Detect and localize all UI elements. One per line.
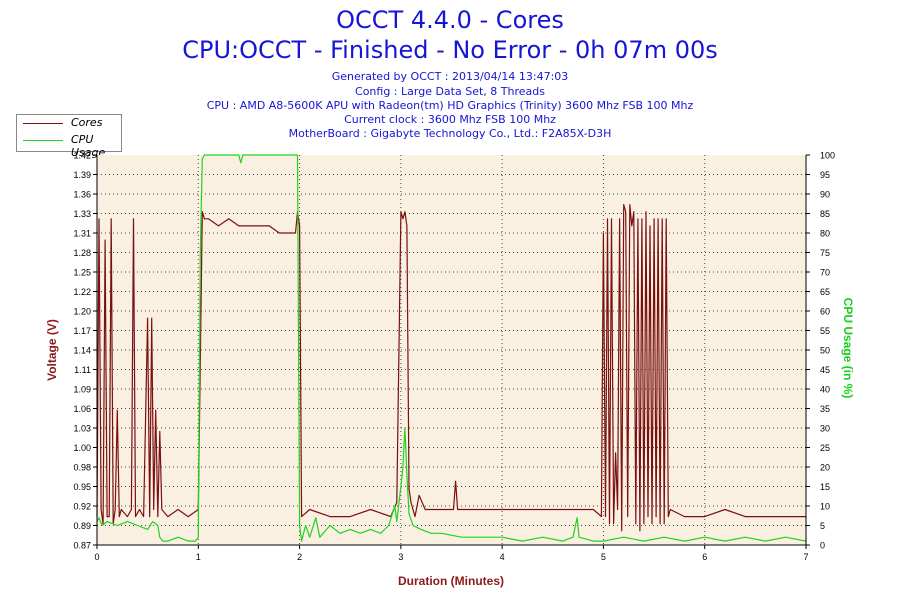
y2-tick-label: 15 [820, 482, 830, 492]
x-tick-label: 3 [398, 552, 403, 562]
y2-tick-label: 5 [820, 521, 825, 531]
y2-tick-label: 30 [820, 424, 830, 434]
plot-background [97, 155, 806, 545]
y2-axis-label: CPU Usage (in %) [841, 298, 855, 399]
chart-subtitle: CPU:OCCT - Finished - No Error - 0h 07m … [182, 36, 718, 64]
y2-tick-label: 50 [820, 346, 830, 356]
series-line-cpu-usage [96, 154, 807, 542]
legend-item-cores: Cores [17, 115, 121, 132]
y-tick-label: 0.98 [73, 463, 91, 473]
legend-swatch-cpu-usage [23, 140, 63, 141]
chart-title: OCCT 4.4.0 - Cores [336, 6, 564, 34]
y2-tick-label: 65 [820, 287, 830, 297]
y2-tick-label: 75 [820, 248, 830, 258]
y-tick-label: 1.39 [73, 170, 91, 180]
info-clock: Current clock : 3600 Mhz FSB 100 Mhz [344, 113, 556, 126]
y-tick-label: 1.25 [73, 268, 91, 278]
y2-tick-label: 60 [820, 307, 830, 317]
y2-tick-label: 40 [820, 385, 830, 395]
x-tick-label: 2 [297, 552, 302, 562]
x-tick-label: 6 [702, 552, 707, 562]
x-tick-label: 0 [94, 552, 99, 562]
y2-tick-label: 85 [820, 209, 830, 219]
x-axis-label: Duration (Minutes) [398, 574, 504, 588]
y2-tick-label: 70 [820, 268, 830, 278]
y-tick-label: 1.06 [73, 404, 91, 414]
y-tick-label: 0.89 [73, 521, 91, 531]
y-tick-label: 1.31 [73, 229, 91, 239]
info-motherboard: MotherBoard : Gigabyte Technology Co., L… [288, 127, 612, 140]
y-tick-label: 0.95 [73, 482, 91, 492]
y2-tick-label: 10 [820, 502, 830, 512]
y-tick-label: 1.36 [73, 190, 91, 200]
y-tick-label: 1.22 [73, 287, 91, 297]
y2-tick-label: 100 [820, 151, 835, 161]
legend-label-cores: Cores [71, 116, 103, 129]
info-config: Config : Large Data Set, 8 Threads [355, 85, 545, 98]
y2-tick-label: 35 [820, 404, 830, 414]
x-tick-label: 7 [803, 552, 808, 562]
y-tick-label: 1.03 [73, 424, 91, 434]
series-line-cores [96, 204, 806, 532]
y-tick-label: 0.87 [73, 541, 91, 551]
x-tick-label: 4 [500, 552, 505, 562]
legend-swatch-cores [23, 123, 63, 124]
y2-tick-label: 0 [820, 541, 825, 551]
x-tick-label: 1 [196, 552, 201, 562]
chart-legend: Cores CPU Usage [16, 114, 122, 159]
x-tick-label: 5 [601, 552, 606, 562]
y2-tick-label: 95 [820, 170, 830, 180]
y2-tick-label: 80 [820, 229, 830, 239]
y-tick-label: 1.33 [73, 209, 91, 219]
y-tick-label: 1.09 [73, 385, 91, 395]
info-cpu: CPU : AMD A8-5600K APU with Radeon(tm) H… [206, 99, 694, 112]
y2-tick-label: 45 [820, 365, 830, 375]
y-tick-label: 1.11 [74, 365, 91, 375]
y-tick-label: 1.17 [73, 326, 91, 336]
y2-tick-label: 55 [820, 326, 830, 336]
y-axis-label: Voltage (V) [45, 319, 59, 381]
y2-tick-label: 25 [820, 443, 830, 453]
y-tick-label: 1.20 [73, 307, 91, 317]
y-tick-label: 1.14 [73, 346, 91, 356]
y2-tick-label: 20 [820, 463, 830, 473]
info-generated: Generated by OCCT : 2013/04/14 13:47:03 [331, 70, 569, 83]
y-tick-label: 0.92 [73, 502, 91, 512]
y-tick-label: 1.42 [73, 151, 91, 161]
y-tick-label: 1.28 [73, 248, 91, 258]
y-tick-label: 1.00 [73, 443, 91, 453]
y2-tick-label: 90 [820, 190, 830, 200]
